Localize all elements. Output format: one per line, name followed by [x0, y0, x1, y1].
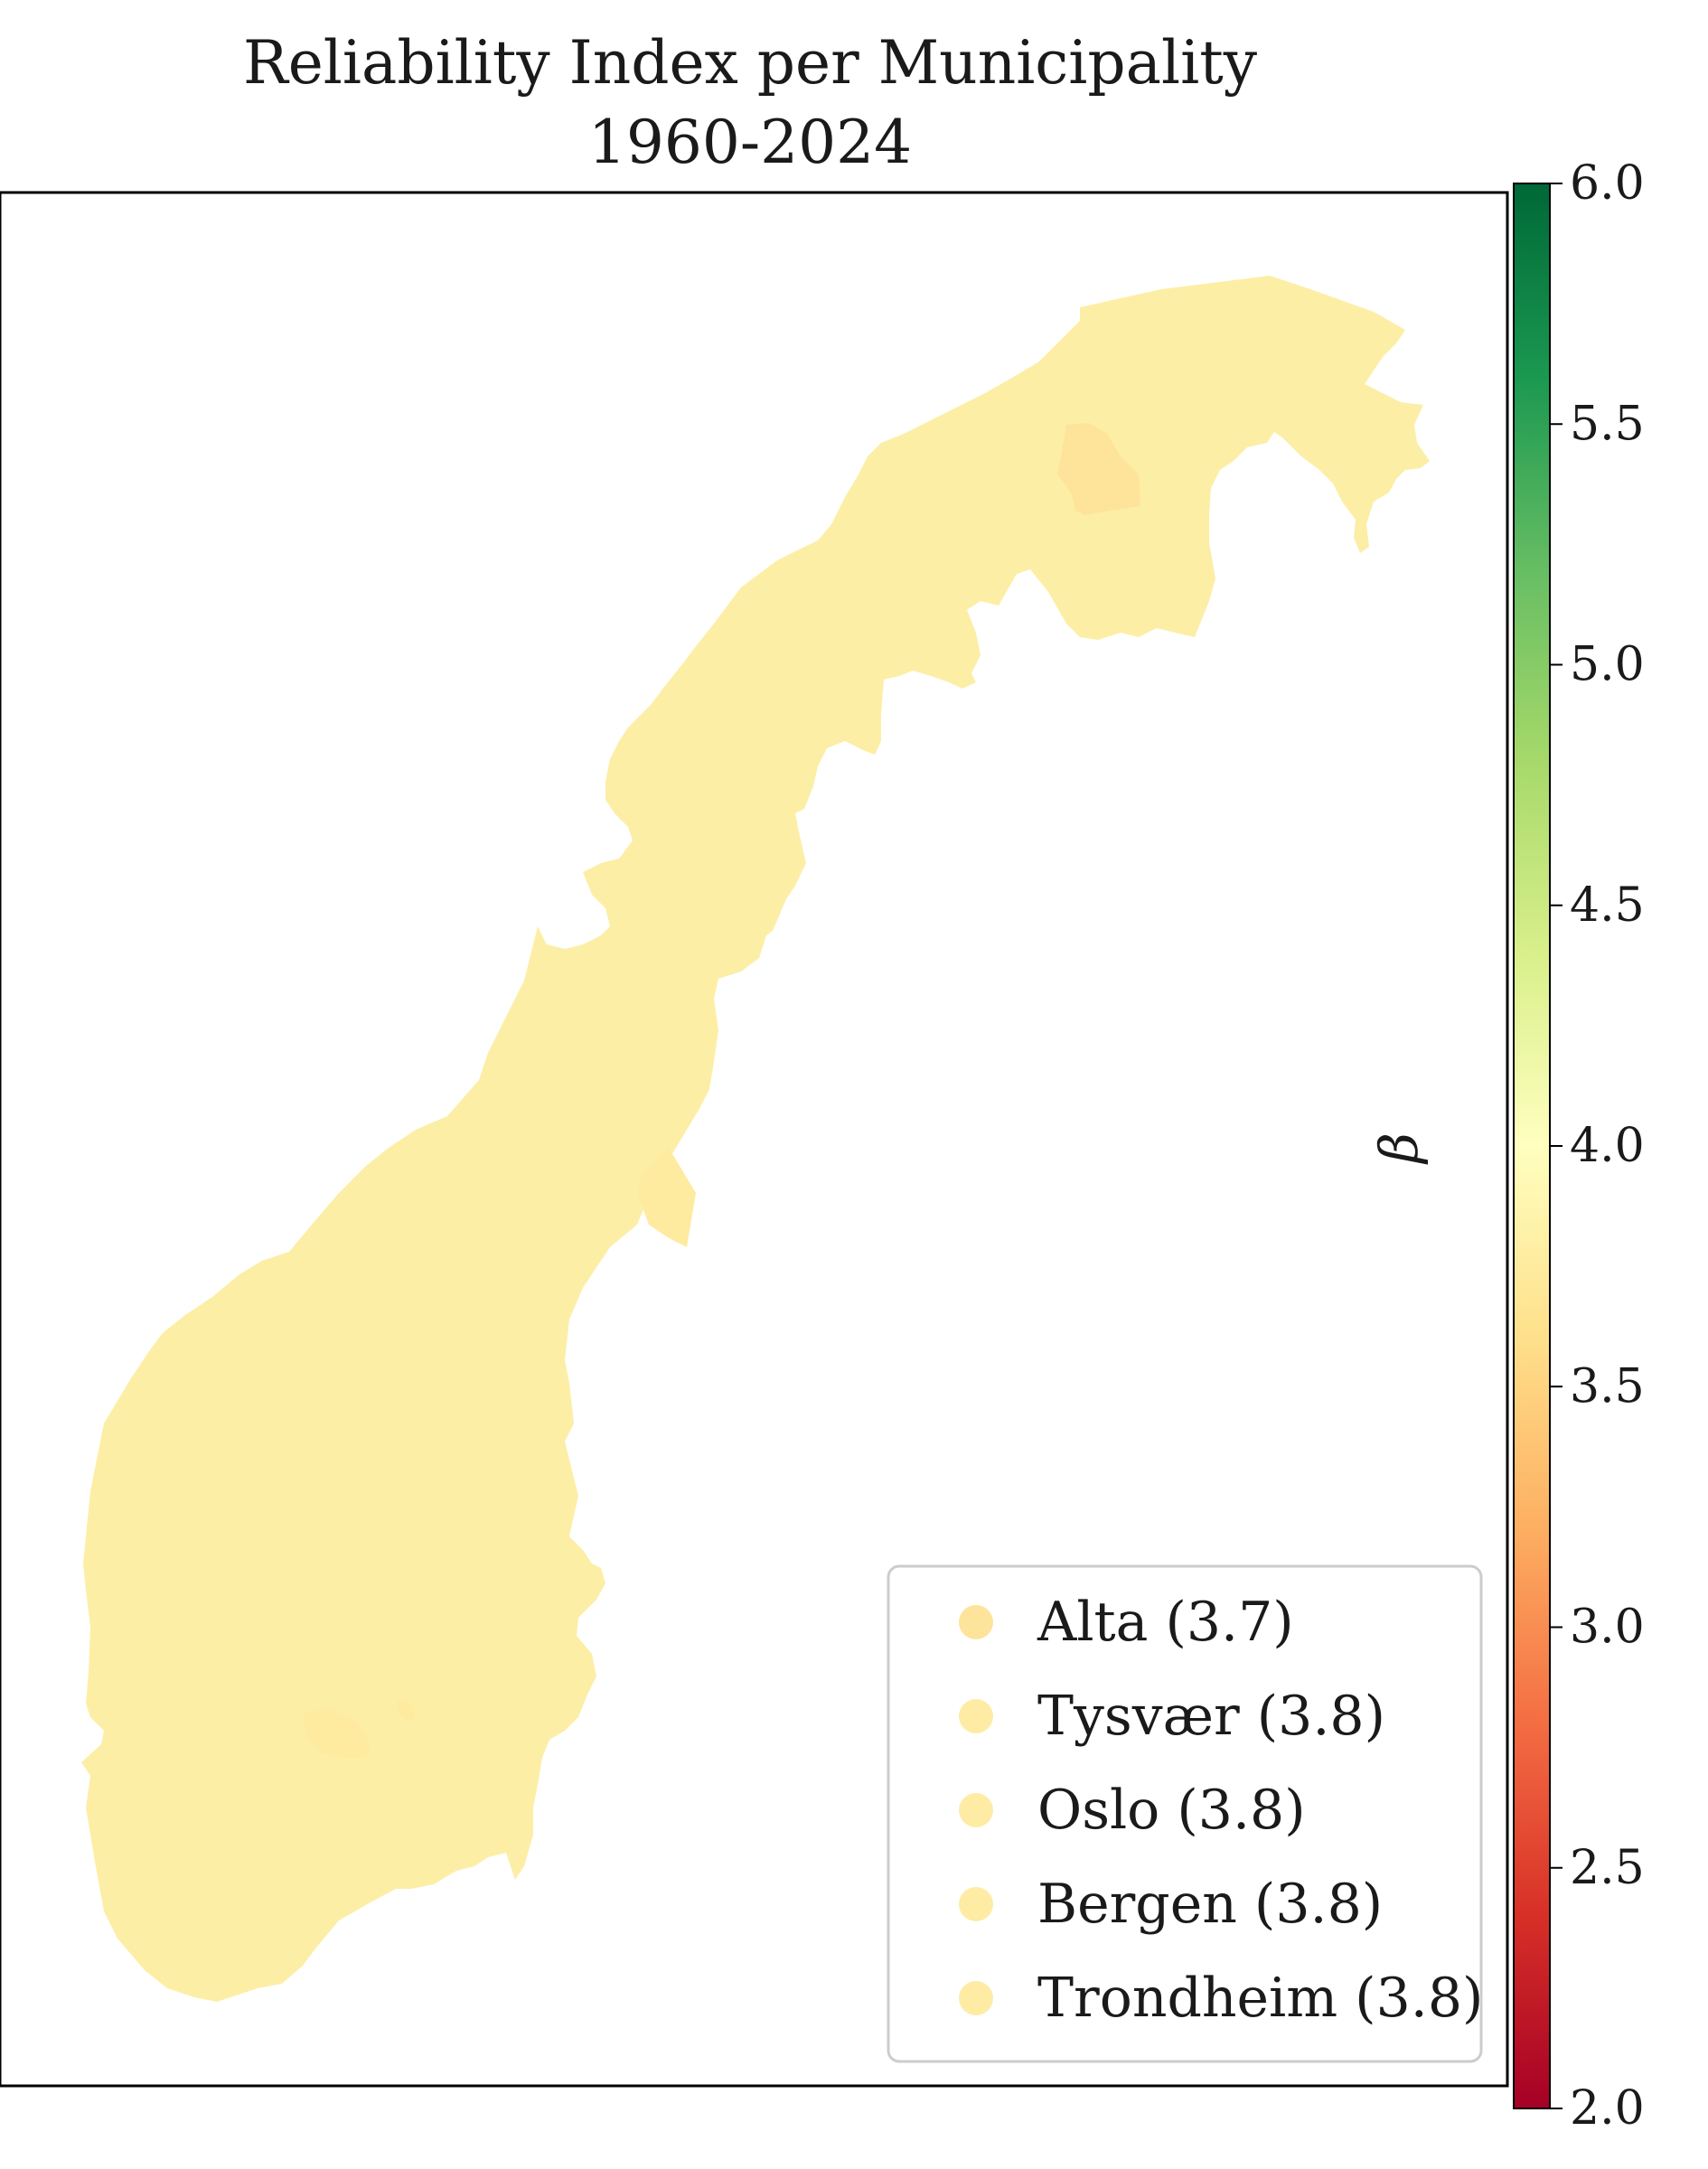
legend-label: Oslo (3.8): [1037, 1779, 1306, 1842]
legend-marker: [959, 1605, 993, 1639]
legend-marker: [959, 1699, 993, 1733]
legend-marker: [959, 1887, 993, 1921]
colorbar-tick-label: 5.0: [1570, 638, 1645, 692]
colorbar-tick-label: 6.0: [1570, 156, 1645, 211]
colorbar-tick-label: 3.0: [1570, 1601, 1645, 1655]
trondheim-municipality-region: [637, 1148, 696, 1247]
colorbar-tick-label: 4.0: [1570, 1119, 1645, 1173]
chart-title-line1: Reliability Index per Municipality: [243, 28, 1258, 98]
legend-label: Trondheim (3.8): [1037, 1967, 1483, 2030]
colorbar-tick-label: 2.5: [1570, 1841, 1645, 1895]
oslo-municipality-subregion: [398, 1699, 416, 1722]
alta-municipality-region: [1057, 423, 1140, 515]
oslo-municipality-region: [303, 1708, 371, 1758]
colorbar-label: β: [1368, 1132, 1430, 1165]
legend-marker: [959, 1793, 993, 1827]
colorbar: 2.0 2.5 3.0 3.5 4.0 4.5 5.0 5.5 6.0 β: [1368, 156, 1645, 2136]
colorbar-tick-label: 2.0: [1570, 2081, 1645, 2136]
legend-label: Tysvær (3.8): [1037, 1685, 1385, 1748]
colorbar-tick-label: 3.5: [1570, 1359, 1645, 1413]
legend-label: Bergen (3.8): [1037, 1873, 1383, 1936]
legend-items: Alta (3.7) Tysvær (3.8) Oslo (3.8) Bergen (…: [959, 1591, 1483, 2030]
chart-title-line2: 1960-2024: [588, 108, 912, 177]
colorbar-gradient: [1513, 183, 1551, 2109]
norway-landmass: [81, 276, 1430, 2002]
colorbar-tick-label: 5.5: [1570, 397, 1645, 451]
legend: Alta (3.7) Tysvær (3.8) Oslo (3.8) Bergen (…: [887, 1564, 1483, 2063]
legend-marker: [959, 1981, 993, 2015]
legend-label: Alta (3.7): [1037, 1591, 1294, 1654]
colorbar-ticks: 2.0 2.5 3.0 3.5 4.0 4.5 5.0 5.5 6.0: [1550, 156, 1645, 2136]
legend-box: [887, 1564, 1483, 2063]
colorbar-tick-label: 4.5: [1570, 878, 1645, 933]
